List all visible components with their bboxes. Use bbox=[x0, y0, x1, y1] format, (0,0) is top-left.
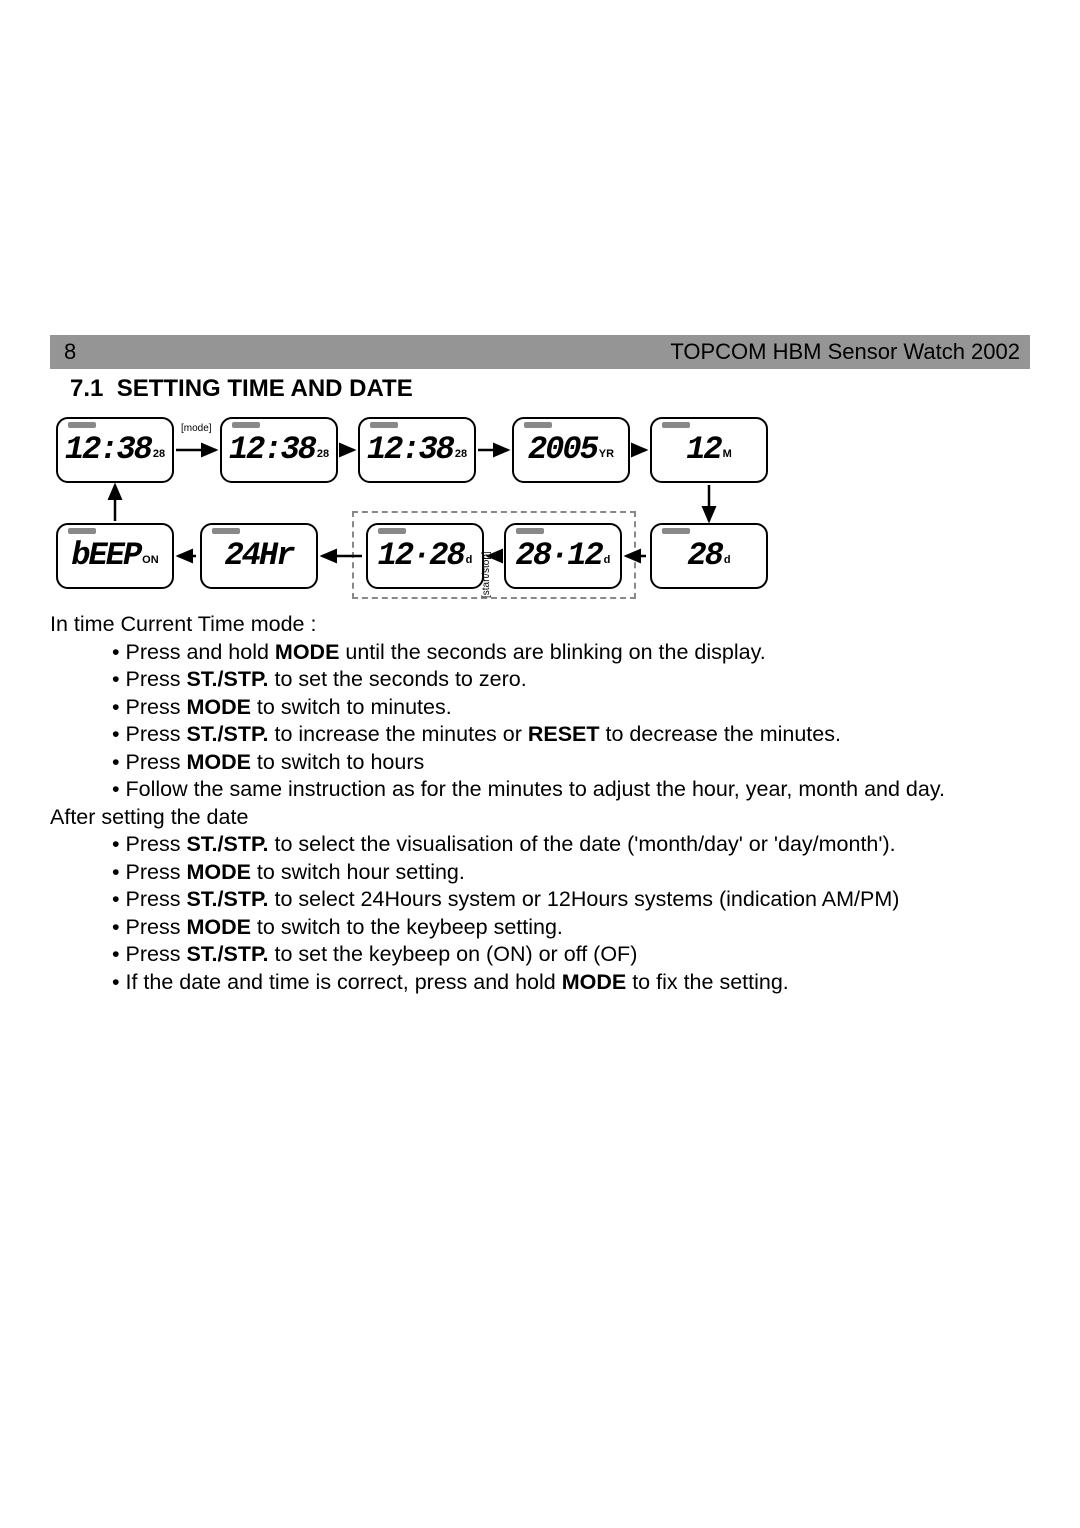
manual-page: 8 TOPCOM HBM Sensor Watch 2002 7.1 SETTI… bbox=[50, 335, 1030, 996]
list-current-time: Press and hold MODE until the seconds ar… bbox=[50, 639, 1030, 804]
header-bar: 8 TOPCOM HBM Sensor Watch 2002 bbox=[50, 335, 1030, 369]
instruction-item: Follow the same instruction as for the m… bbox=[112, 776, 1030, 804]
instruction-item: Press MODE to switch to hours bbox=[112, 749, 1030, 777]
section-title: 7.1 SETTING TIME AND DATE bbox=[50, 369, 1030, 413]
instruction-item: Press MODE to switch to minutes. bbox=[112, 694, 1030, 722]
intro-current-time: In time Current Time mode : bbox=[50, 611, 1030, 639]
instruction-item: Press ST./STP. to increase the minutes o… bbox=[112, 721, 1030, 749]
instruction-item: Press MODE to switch hour setting. bbox=[112, 859, 1030, 887]
instruction-item: Press ST./STP. to set the seconds to zer… bbox=[112, 666, 1030, 694]
instruction-item: Press ST./STP. to set the keybeep on (ON… bbox=[112, 941, 1030, 969]
flow-diagram: 12:382812:382812:38282005YR12MbEEPON24Hr… bbox=[50, 413, 1030, 603]
instructions: In time Current Time mode : Press and ho… bbox=[50, 611, 1030, 996]
instruction-item: Press MODE to switch to the keybeep sett… bbox=[112, 914, 1030, 942]
instruction-item: Press ST./STP. to select 24Hours system … bbox=[112, 886, 1030, 914]
intro-after-date: After setting the date bbox=[50, 804, 1030, 832]
list-after-date: Press ST./STP. to select the visualisati… bbox=[50, 831, 1030, 996]
instruction-item: Press ST./STP. to select the visualisati… bbox=[112, 831, 1030, 859]
product-name: TOPCOM HBM Sensor Watch 2002 bbox=[670, 339, 1020, 365]
instruction-item: Press and hold MODE until the seconds ar… bbox=[112, 639, 1030, 667]
page-number: 8 bbox=[60, 339, 76, 365]
instruction-item: If the date and time is correct, press a… bbox=[112, 969, 1030, 997]
arrows-layer bbox=[50, 413, 810, 603]
